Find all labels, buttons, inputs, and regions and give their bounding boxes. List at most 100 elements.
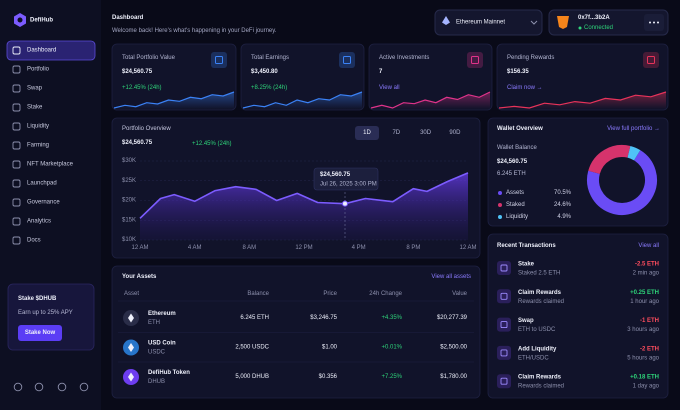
tx-glyph — [500, 349, 508, 357]
footer-icon[interactable] — [79, 382, 89, 392]
tx-time: 1 day ago — [633, 384, 660, 390]
legend-label: Liquidity — [506, 214, 528, 220]
tx-glyph — [500, 377, 508, 385]
nav-icon — [12, 122, 21, 131]
tx-icon — [497, 345, 511, 360]
asset-value: $1,780.00 — [440, 374, 467, 380]
tx-type: Add Liquidity — [518, 346, 557, 352]
stat-note[interactable]: View all — [379, 85, 400, 91]
wallet-title: Wallet Overview — [497, 126, 543, 132]
nav-icon — [12, 141, 21, 150]
nav-icon — [12, 160, 21, 169]
wallet-value: $24,560.75 — [497, 159, 528, 165]
wallet-label: Wallet Balance — [497, 145, 537, 151]
network-name: Ethereum Mainnet — [456, 20, 505, 26]
asset-symbol: ETH — [148, 320, 160, 326]
stat-card — [111, 43, 237, 111]
sparkline — [370, 91, 491, 109]
nav-item[interactable]: Liquidity — [27, 124, 49, 130]
tx-time: 5 hours ago — [627, 355, 659, 361]
stat-note[interactable]: Claim now → — [507, 85, 543, 91]
status-dot — [578, 26, 582, 30]
brand-name: DefiHub — [30, 18, 53, 24]
legend-value: 4.9% — [557, 214, 571, 220]
range-label: 7D — [392, 130, 400, 136]
tx-amount: +0.18 ETH — [630, 375, 659, 381]
tx-glyph — [500, 292, 508, 300]
asset-balance: 5,000 DHUB — [235, 374, 269, 380]
legend-dot — [498, 191, 502, 195]
legend-label: Staked — [506, 202, 525, 208]
legend-value: 24.6% — [554, 202, 572, 208]
nav-item[interactable]: Dashboard — [27, 48, 56, 54]
asset-change: +4.35% — [381, 315, 402, 321]
nav-item[interactable]: Analytics — [27, 219, 51, 225]
nav-icon — [12, 65, 21, 74]
asset-value: $20,277.39 — [437, 315, 468, 321]
tx-icon — [497, 374, 511, 389]
footer-icon[interactable] — [34, 382, 44, 392]
nav-item[interactable]: Stake — [27, 105, 43, 111]
hover-point — [342, 200, 348, 207]
column-header: 24h Change — [369, 291, 402, 297]
promo-button[interactable] — [18, 325, 62, 341]
asset-balance: 6.245 ETH — [240, 315, 269, 321]
tx-detail: Rewards claimed — [518, 299, 564, 305]
nav-item[interactable]: Farming — [27, 143, 49, 149]
x-tick-label: 12 AM — [459, 245, 476, 251]
tx-glyph — [500, 264, 508, 272]
footer-icon[interactable] — [57, 382, 67, 392]
nav-icon — [12, 84, 21, 93]
sparkline-area — [114, 92, 234, 109]
transactions-card — [487, 233, 669, 399]
stat-icon-glyph — [647, 56, 655, 64]
y-tick-label: $20K — [122, 198, 136, 204]
asset-balance: 2,500 USDC — [235, 345, 269, 351]
asset-price: $3,246.75 — [310, 315, 337, 321]
stat-value: 7 — [379, 69, 383, 75]
nav-item[interactable]: Governance — [27, 200, 60, 206]
sparkline-area — [371, 92, 490, 109]
y-tick-label: $15K — [122, 217, 136, 223]
stat-value: $156.35 — [507, 69, 529, 75]
nav-item[interactable]: NFT Marketplace — [27, 162, 74, 168]
asset-glyph — [128, 372, 134, 382]
column-header: Value — [452, 291, 468, 297]
tx-type: Claim Rewards — [518, 375, 562, 381]
range-button[interactable] — [355, 126, 379, 140]
tx-amount: -1 ETH — [640, 318, 659, 324]
assets-title: Your Assets — [122, 274, 157, 280]
asset-value: $2,500.00 — [440, 345, 467, 351]
nav-item[interactable]: Swap — [27, 86, 43, 92]
menu-dot — [657, 21, 659, 24]
stat-icon — [211, 52, 227, 68]
wallet-icon — [557, 16, 569, 29]
sparkline — [242, 91, 363, 109]
x-tick-label: 12 AM — [131, 245, 148, 251]
assets-link[interactable]: View all assets — [431, 274, 471, 280]
footer-icon[interactable] — [13, 382, 23, 392]
stat-label: Pending Rewards — [507, 55, 554, 61]
transactions-link[interactable]: View all — [638, 243, 659, 249]
nav-active — [6, 40, 96, 61]
y-tick-label: $30K — [122, 158, 136, 164]
stat-note: +12.45% (24h) — [122, 85, 162, 91]
stat-label: Total Portfolio Value — [122, 55, 176, 61]
column-header: Asset — [124, 291, 139, 297]
column-header: Balance — [247, 291, 269, 297]
nav-icon — [12, 236, 21, 245]
portfolio-title: Portfolio Overview — [122, 126, 171, 132]
sparkline — [498, 91, 667, 109]
tx-detail: ETH to USDC — [518, 327, 556, 333]
network-pill[interactable] — [434, 9, 543, 36]
nav-item[interactable]: Docs — [27, 238, 41, 244]
promo-title: Stake $DHUB — [18, 296, 57, 302]
tx-type: Stake — [518, 262, 535, 268]
column-header: Price — [323, 291, 337, 297]
nav-item[interactable]: Launchpad — [27, 181, 57, 187]
wallet-link[interactable]: View full portfolio → — [607, 126, 660, 132]
nav-item[interactable]: Portfolio — [27, 67, 50, 73]
portfolio-value: $24,560.75 — [122, 140, 153, 146]
tx-type: Swap — [518, 318, 534, 324]
